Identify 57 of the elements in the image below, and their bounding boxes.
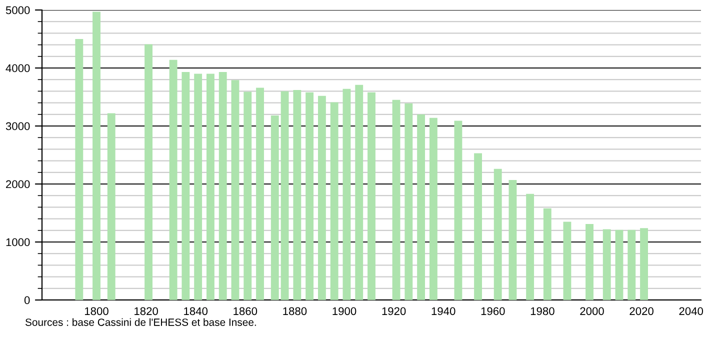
bar	[628, 230, 636, 300]
bar	[256, 88, 264, 300]
x-tick-label: 1840	[184, 307, 208, 316]
y-tick-label: 3000	[6, 122, 30, 130]
x-tick-label: 1940	[432, 307, 456, 316]
y-tick-label: 2000	[6, 180, 30, 188]
bar	[602, 229, 611, 300]
bar	[218, 72, 227, 300]
y-tick-label: 4000	[6, 64, 30, 72]
bar	[368, 92, 376, 300]
bar	[543, 208, 552, 300]
x-tick-label: 1800	[84, 307, 108, 316]
y-tick-label: 1000	[6, 238, 30, 246]
bar	[508, 180, 517, 300]
bar	[330, 102, 338, 300]
bar	[494, 168, 502, 300]
x-tick-label: 1860	[234, 307, 258, 316]
x-tick-label: 2000	[580, 307, 604, 316]
bar	[342, 88, 351, 300]
x-tick-label: 1960	[481, 307, 505, 316]
bar	[244, 92, 252, 300]
y-tick-label: 0	[24, 296, 30, 304]
bar	[92, 12, 100, 300]
bar	[144, 44, 152, 300]
bar	[563, 222, 572, 300]
x-tick-label: 2040	[679, 307, 704, 316]
bar	[615, 230, 624, 300]
bar	[640, 228, 648, 300]
bar	[75, 39, 84, 300]
bar	[474, 153, 482, 300]
bar	[355, 84, 364, 300]
y-tick-label: 5000	[6, 6, 30, 14]
bar	[318, 96, 326, 300]
x-tick-label: 1920	[382, 307, 406, 316]
bar	[270, 116, 279, 300]
bar	[231, 80, 240, 300]
bar	[306, 92, 314, 300]
bar	[182, 72, 190, 300]
x-tick-label: 2020	[630, 307, 654, 316]
bar	[194, 74, 202, 300]
x-tick-label: 1880	[283, 307, 307, 316]
bar	[454, 120, 462, 300]
x-tick-label: 1980	[530, 307, 554, 316]
bar	[169, 60, 178, 300]
bar	[586, 224, 594, 300]
bar	[429, 118, 438, 300]
bar	[417, 114, 426, 300]
bar	[404, 103, 413, 300]
x-tick-label: 1900	[332, 307, 356, 316]
x-tick-label: 1820	[134, 307, 158, 316]
bar	[107, 113, 116, 300]
bar	[392, 100, 400, 300]
bar	[206, 74, 214, 300]
source-note: Sources : base Cassini de l'EHESS et base Insee.	[25, 318, 256, 326]
bar	[280, 91, 289, 300]
bar	[526, 194, 534, 300]
bar	[293, 90, 302, 300]
